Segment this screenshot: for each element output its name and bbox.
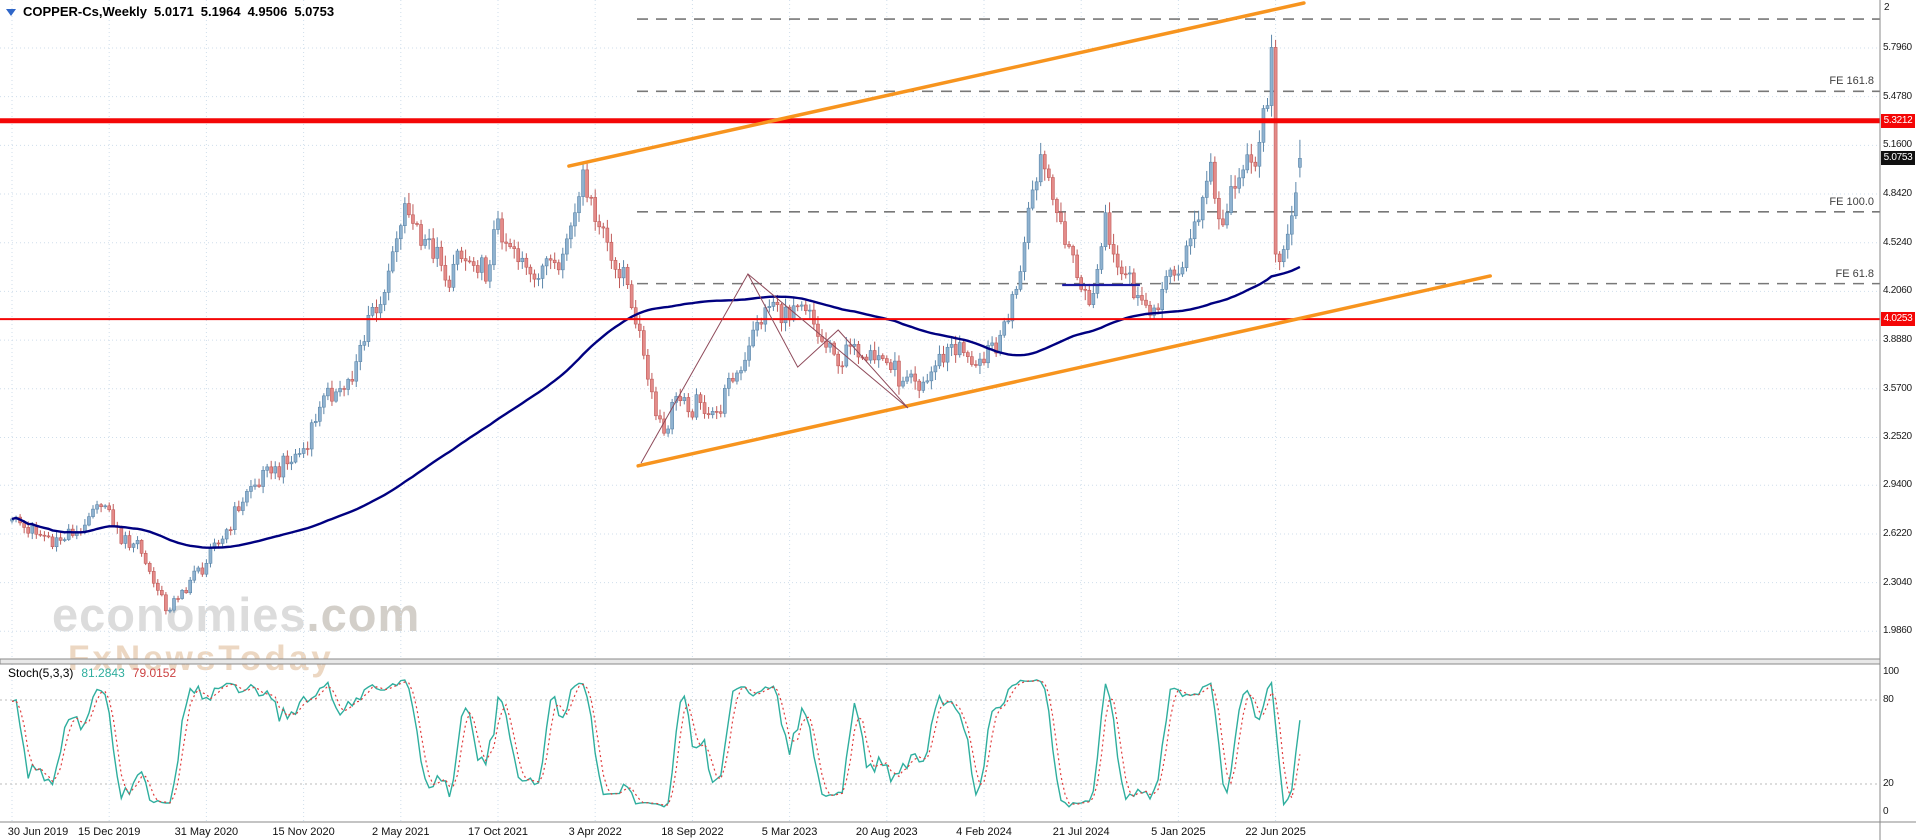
stoch-tick-label: 20 bbox=[1883, 778, 1894, 789]
price-axis[interactable]: 2 5.7960 5.4780 5.1600 4.8420 4.5240 4.2060 3.… bbox=[1880, 0, 1916, 840]
date-label: 30 Jun 2019 bbox=[7, 826, 69, 838]
date-label: 3 Apr 2022 bbox=[568, 826, 622, 838]
price-tick-label: 2.9400 bbox=[1883, 479, 1912, 491]
date-label: 15 Dec 2019 bbox=[77, 826, 141, 838]
price-tick-label: 4.5240 bbox=[1883, 236, 1912, 248]
price-tick-label: 5.7960 bbox=[1883, 42, 1912, 53]
date-label: 18 Sep 2022 bbox=[661, 826, 724, 838]
price-tick-label: 4.2060 bbox=[1883, 285, 1912, 297]
price-tick-label: 3.5700 bbox=[1883, 382, 1912, 394]
stoch-tick-label: 80 bbox=[1883, 694, 1894, 705]
stoch-tick-label: 0 bbox=[1883, 806, 1889, 817]
moving-average-line bbox=[11, 265, 1301, 549]
date-label: 22 Jun 2025 bbox=[1245, 826, 1306, 838]
stochastic-main-value: 81.2843 bbox=[81, 666, 125, 680]
chart-title: COPPER-Cs,Weekly 5.0171 5.1964 4.9506 5.… bbox=[6, 4, 334, 19]
stochastic-signal-value: 79.0152 bbox=[132, 666, 177, 680]
symbol-dropdown-icon[interactable] bbox=[6, 8, 16, 16]
date-label: 31 May 2020 bbox=[174, 826, 239, 838]
symbol-label: COPPER-Cs,Weekly bbox=[23, 4, 148, 19]
price-tick-label: 2.3040 bbox=[1883, 576, 1912, 588]
date-label: 17 Oct 2021 bbox=[468, 826, 528, 838]
trend-channel-lines[interactable] bbox=[567, 1, 1492, 468]
corrective-pattern-lines[interactable] bbox=[640, 272, 909, 464]
price-tick-label: 3.8880 bbox=[1883, 334, 1912, 346]
price-tick-label: 1.9860 bbox=[1883, 625, 1912, 637]
ohlc-low: 4.9506 bbox=[247, 4, 288, 19]
price-tick-label: 2.6220 bbox=[1883, 527, 1912, 539]
time-axis[interactable]: 30 Jun 2019 15 Dec 2019 31 May 2020 15 Nov … bbox=[0, 823, 1880, 840]
candles-layer bbox=[10, 34, 1302, 615]
date-label: 15 Nov 2020 bbox=[272, 826, 335, 838]
stochastic-indicator-label: Stoch(5,3,3) 81.2843 79.0152 bbox=[8, 666, 176, 680]
date-label: 4 Feb 2024 bbox=[956, 826, 1012, 838]
date-label: 5 Mar 2023 bbox=[761, 826, 818, 838]
date-label: 5 Jan 2025 bbox=[1151, 826, 1206, 838]
stoch-tick-label: 100 bbox=[1883, 666, 1899, 677]
price-badge: 5.0753 bbox=[1881, 151, 1915, 166]
horizontal-level-lines[interactable] bbox=[0, 118, 1880, 321]
price-tick-label: 4.8420 bbox=[1883, 188, 1912, 200]
price-tick-label: 5.1600 bbox=[1883, 139, 1912, 151]
watermark-brand-line: economies.com bbox=[52, 590, 420, 639]
grid-layer bbox=[0, 0, 1880, 822]
ohlc-open: 5.0171 bbox=[154, 4, 194, 19]
date-label: 20 Aug 2023 bbox=[855, 826, 918, 838]
stochastic-layer bbox=[0, 679, 1880, 808]
price-badge: 5.3212 bbox=[1881, 113, 1915, 128]
date-label: 21 Jul 2024 bbox=[1052, 826, 1110, 838]
fib-extension-lines[interactable] bbox=[637, 18, 1880, 285]
date-label: 2 May 2021 bbox=[372, 826, 430, 838]
stochastic-name: Stoch(5,3,3) bbox=[8, 666, 74, 680]
price-badge: 4.0253 bbox=[1881, 312, 1915, 327]
ohlc-close: 5.0753 bbox=[294, 4, 335, 19]
ohlc-high: 5.1964 bbox=[200, 4, 241, 19]
price-axis-corner-label: 2 bbox=[1884, 2, 1890, 13]
watermark-brand: economies bbox=[52, 588, 307, 641]
price-tick-label: 3.2520 bbox=[1883, 431, 1912, 443]
price-tick-label: 5.4780 bbox=[1883, 90, 1912, 102]
